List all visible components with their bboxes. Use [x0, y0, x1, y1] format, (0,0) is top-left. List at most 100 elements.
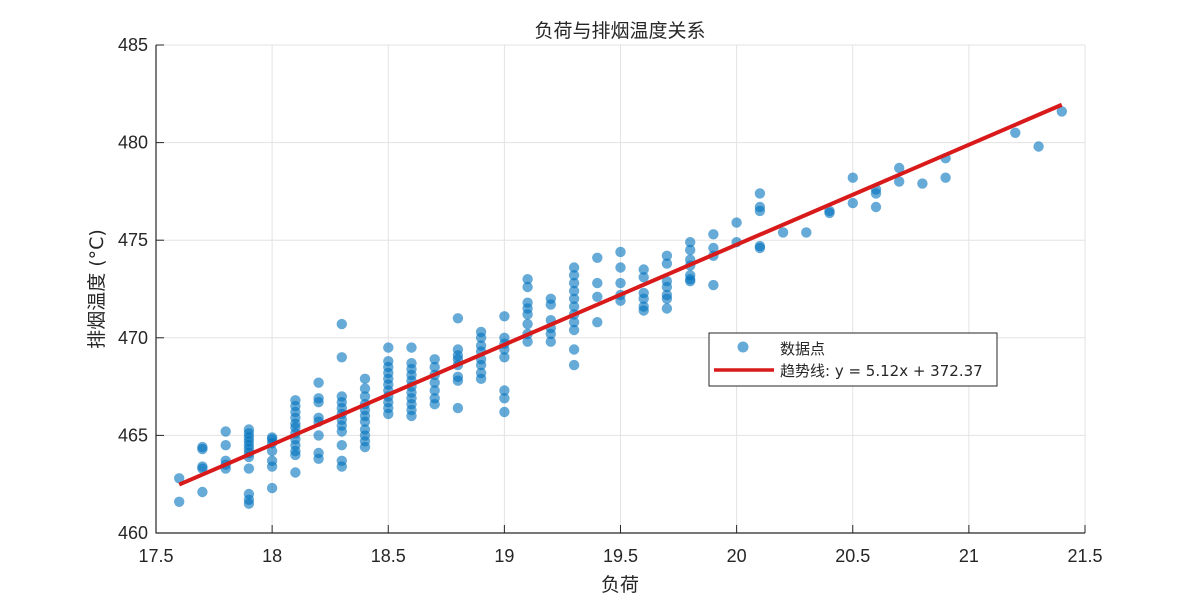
data-points [174, 106, 1068, 509]
data-point [568, 317, 580, 328]
data-point [499, 311, 510, 322]
data-point [522, 281, 533, 293]
y-tick-label: 475 [118, 230, 148, 250]
data-point [592, 291, 603, 302]
data-point [174, 473, 185, 484]
data-point [452, 313, 464, 324]
data-point [708, 279, 719, 291]
data-point [568, 324, 580, 336]
data-point [522, 336, 533, 347]
data-point [615, 295, 626, 306]
data-point [452, 402, 464, 414]
trend-line [178, 102, 1063, 487]
x-axis-label: 负荷 [601, 574, 639, 596]
data-point [708, 229, 719, 240]
data-point [777, 227, 789, 238]
data-point [220, 426, 231, 437]
data-point [1010, 127, 1021, 138]
data-point [383, 342, 394, 353]
data-point [429, 377, 440, 388]
legend-box [708, 332, 998, 387]
legend-marker-circle-icon [737, 341, 749, 353]
data-point [801, 227, 812, 238]
data-point [266, 445, 278, 457]
data-point [243, 463, 255, 474]
data-point [266, 482, 278, 494]
x-tick-label: 20 [727, 546, 747, 566]
y-tick-label: 470 [118, 328, 148, 348]
data-point [197, 486, 208, 498]
data-point [685, 244, 696, 256]
data-point [661, 250, 673, 261]
data-point [359, 373, 371, 384]
x-tick-label: 19 [494, 546, 514, 566]
data-point [336, 426, 347, 437]
data-point [847, 172, 858, 183]
trend-line-path [178, 102, 1063, 487]
legend-label-points: 数据点 [780, 340, 825, 358]
data-point [638, 293, 649, 304]
data-point [847, 197, 858, 209]
data-point [870, 188, 882, 199]
x-tick-label: 18 [262, 546, 282, 566]
y-axis-ticks: 460 465 470 475 480 485 [118, 35, 164, 543]
data-point [336, 461, 347, 472]
y-tick-label: 480 [118, 133, 148, 153]
data-point [754, 188, 766, 199]
data-point [313, 397, 324, 408]
data-point [499, 352, 510, 363]
data-point [429, 354, 440, 365]
data-point [592, 252, 603, 263]
data-point [220, 440, 231, 451]
y-tick-label: 485 [118, 35, 148, 55]
data-point [545, 299, 556, 310]
data-point [359, 391, 371, 402]
y-axis-label: 排烟温度 (°C) [86, 229, 108, 349]
data-point [568, 270, 580, 281]
chart-title: 负荷与排烟温度关系 [534, 20, 705, 42]
data-point [661, 258, 673, 269]
data-point [940, 172, 951, 183]
data-point [406, 410, 417, 422]
data-point [313, 430, 324, 441]
x-axis-ticks: 17.5 18 18.5 19 19.5 20 20.5 21 21.5 [138, 525, 1103, 566]
data-point [359, 383, 371, 394]
data-point [266, 461, 278, 472]
data-point [894, 176, 905, 187]
data-point [290, 467, 301, 478]
grid-lines [156, 44, 1086, 533]
data-point [917, 178, 928, 189]
data-point [475, 359, 487, 371]
data-point [313, 453, 324, 464]
data-point [243, 498, 255, 509]
data-point [824, 207, 835, 219]
data-point [336, 440, 347, 451]
data-point [568, 285, 580, 297]
y-tick-label: 465 [118, 425, 148, 445]
data-point [499, 393, 510, 404]
data-point [568, 262, 580, 273]
data-point [174, 496, 185, 507]
data-point [685, 237, 696, 248]
data-point [475, 373, 487, 384]
data-point [661, 281, 673, 293]
data-point [429, 361, 440, 373]
data-point [615, 277, 626, 289]
data-point [336, 318, 347, 330]
data-point [894, 162, 905, 174]
data-point [406, 342, 417, 353]
data-point [545, 328, 556, 340]
data-point [661, 303, 673, 314]
data-point [197, 463, 208, 474]
data-point [545, 336, 556, 347]
data-point [336, 352, 347, 363]
x-tick-label: 21.5 [1067, 546, 1102, 566]
x-tick-label: 18.5 [371, 546, 406, 566]
x-tick-label: 17.5 [138, 546, 173, 566]
data-point [568, 301, 580, 312]
data-point [568, 293, 580, 304]
data-point [499, 385, 510, 396]
data-point [754, 242, 766, 254]
data-point [708, 242, 719, 254]
